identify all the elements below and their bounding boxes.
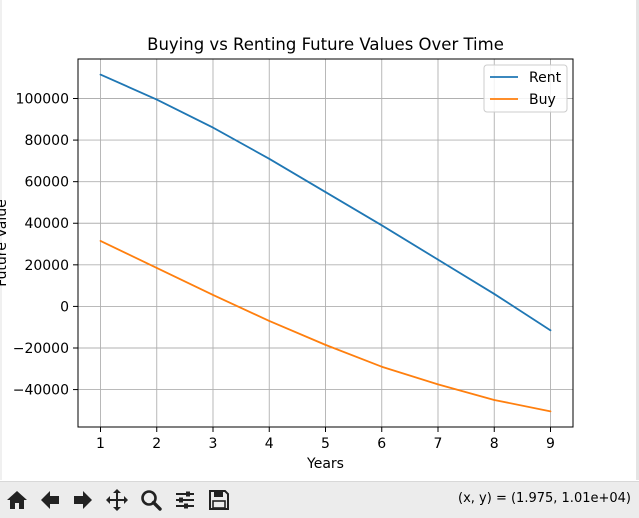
pan-button[interactable] — [102, 485, 132, 515]
configure-subplots-button[interactable] — [170, 485, 200, 515]
forward-button[interactable] — [68, 485, 98, 515]
back-arrow-icon — [41, 491, 59, 509]
data-point-rent — [549, 329, 552, 332]
data-point-buy — [493, 399, 496, 401]
series-lines — [99, 73, 552, 413]
coordinate-readout: (x, y) = (1.975, 1.01e+04) — [458, 491, 631, 506]
chart-canvas: Buying vs Renting Future Values Over Tim… — [0, 35, 574, 472]
data-point-rent — [437, 258, 439, 261]
pan-icon — [106, 489, 128, 511]
data-point-buy — [549, 410, 552, 413]
data-point-buy — [380, 365, 383, 368]
x-tick-label: 3 — [209, 436, 218, 452]
y-tick-label: 80000 — [24, 133, 69, 149]
data-point-rent — [324, 191, 327, 193]
data-point-rent — [99, 73, 102, 76]
y-axis-label: Future Value — [0, 199, 10, 286]
window-left-edge — [0, 0, 2, 480]
chart-title: Buying vs Renting Future Values Over Tim… — [147, 35, 504, 54]
home-button[interactable] — [2, 485, 32, 515]
x-tick-label: 8 — [490, 436, 499, 452]
data-point-rent — [268, 157, 271, 160]
y-tick-label: 20000 — [24, 258, 69, 274]
zoom-icon — [141, 490, 162, 511]
axis-ticks: 1 2 3 4 5 6 7 8 9 −40000 −20000 0 20000 40000 60000 800… — [13, 92, 555, 452]
x-tick-label: 9 — [546, 436, 555, 452]
data-point-buy — [99, 240, 102, 242]
forward-arrow-icon — [74, 491, 92, 509]
data-point-buy — [155, 267, 158, 269]
back-button[interactable] — [35, 485, 65, 515]
data-point-rent — [212, 126, 214, 129]
data-point-buy — [437, 383, 439, 386]
x-tick-label: 1 — [96, 436, 105, 452]
window-right-edge — [636, 0, 639, 480]
x-tick-label: 6 — [377, 436, 386, 452]
data-point-rent — [380, 224, 383, 227]
zoom-button[interactable] — [136, 485, 166, 515]
data-point-buy — [212, 294, 214, 296]
data-point-buy — [268, 320, 271, 322]
x-tick-label: 5 — [321, 436, 330, 452]
legend-label-rent: Rent — [529, 70, 562, 86]
y-tick-label: 60000 — [24, 175, 69, 191]
legend: Rent Buy — [483, 64, 568, 113]
x-axis-label: Years — [306, 456, 344, 472]
x-tick-label: 4 — [265, 436, 274, 452]
save-button[interactable] — [204, 485, 234, 515]
x-tick-label: 2 — [152, 436, 161, 452]
legend-label-buy: Buy — [529, 92, 556, 108]
save-icon — [209, 490, 229, 510]
y-tick-label: 40000 — [24, 216, 69, 232]
x-tick-label: 7 — [434, 436, 443, 452]
y-tick-label: 0 — [60, 299, 69, 315]
y-tick-label: −40000 — [13, 383, 69, 399]
navigation-toolbar: (x, y) = (1.975, 1.01e+04) — [0, 481, 639, 518]
data-point-buy — [324, 343, 327, 346]
data-point-rent — [155, 98, 158, 101]
grid-lines — [78, 59, 573, 427]
data-point-rent — [493, 293, 496, 295]
home-icon — [7, 491, 27, 509]
configure-subplots-icon — [176, 491, 194, 509]
y-tick-label: −20000 — [13, 341, 69, 357]
y-tick-label: 100000 — [16, 92, 69, 108]
